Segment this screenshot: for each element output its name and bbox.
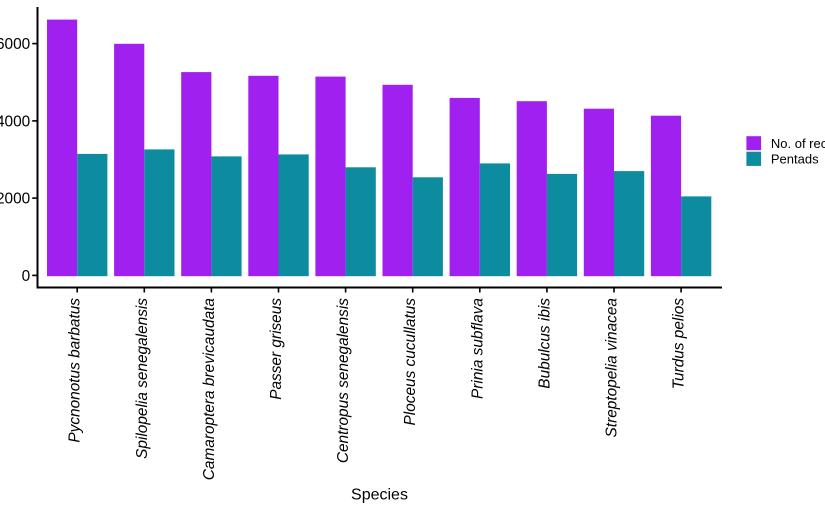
svg-text:2000: 2000	[0, 191, 30, 208]
svg-text:Bubulcus ibis: Bubulcus ibis	[536, 298, 553, 389]
svg-text:Turdus pelios: Turdus pelios	[671, 298, 688, 390]
svg-text:0: 0	[22, 268, 31, 285]
svg-text:4000: 4000	[0, 113, 30, 130]
svg-text:No. of records: No. of records	[771, 136, 825, 151]
svg-text:Streptopelia vinacea: Streptopelia vinacea	[604, 298, 621, 438]
svg-text:Ploceus cucullatus: Ploceus cucullatus	[402, 298, 419, 426]
svg-text:Camaroptera brevicaudata: Camaroptera brevicaudata	[201, 298, 218, 481]
svg-text:6000: 6000	[0, 36, 30, 53]
svg-text:Centropus senegalensis: Centropus senegalensis	[335, 298, 352, 463]
svg-text:Passer griseus: Passer griseus	[268, 298, 285, 400]
svg-text:Pentads: Pentads	[771, 151, 819, 166]
svg-text:Pycnonotus barbatus: Pycnonotus barbatus	[67, 298, 84, 443]
svg-text:Prinia subflava: Prinia subflava	[469, 298, 486, 399]
svg-text:Species: Species	[351, 487, 408, 504]
svg-text:Spilopelia senegalensis: Spilopelia senegalensis	[134, 298, 151, 459]
